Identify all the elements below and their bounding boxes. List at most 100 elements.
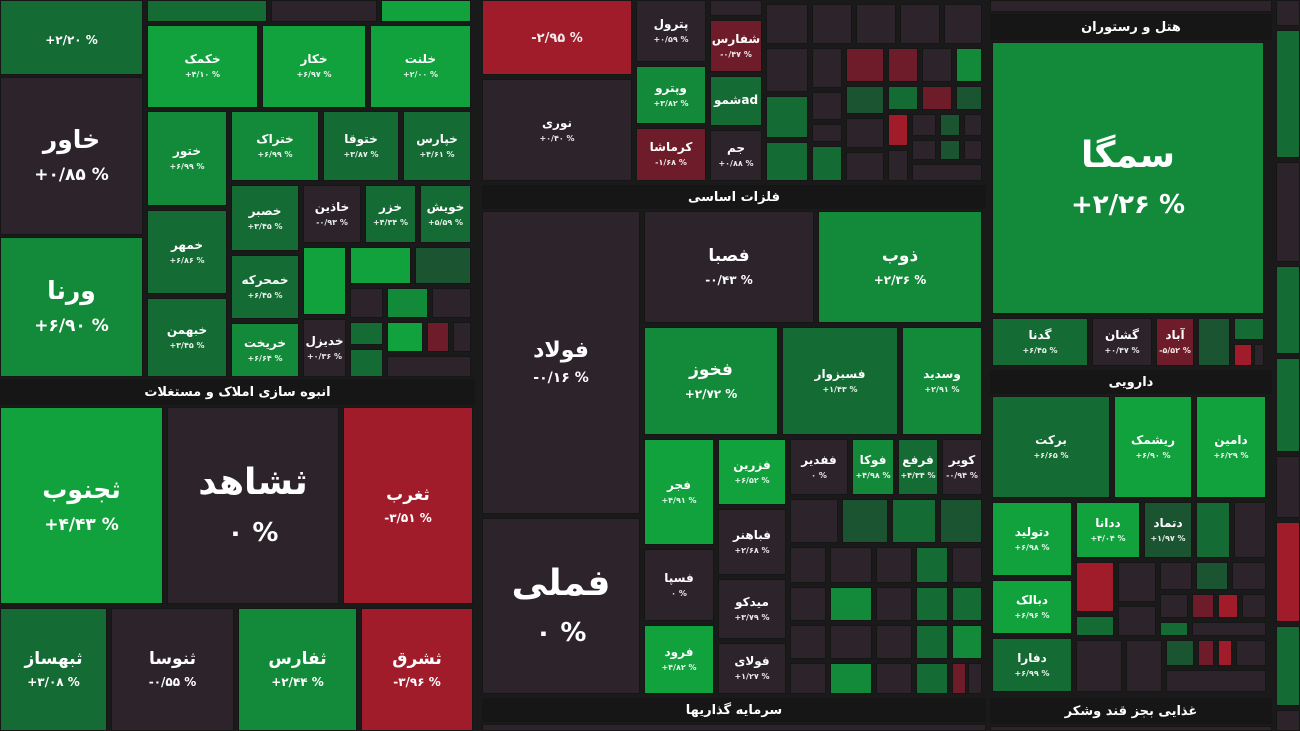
tile-small[interactable] [830, 663, 872, 694]
tile-small[interactable] [350, 247, 411, 284]
tile-sashahed[interactable]: ثشاهد ۰ % [167, 407, 339, 604]
tile-small[interactable] [812, 4, 852, 44]
tile-small[interactable] [1254, 344, 1264, 366]
tile-small[interactable] [1166, 640, 1194, 666]
tile-fazarin[interactable]: فزرین +۶/۵۲ % [718, 439, 786, 505]
tile-edge[interactable] [1276, 162, 1300, 262]
tile-khadizel[interactable]: خدیزل +۰/۳۶ % [303, 319, 346, 377]
tile-small[interactable] [766, 4, 808, 44]
tile-small[interactable] [1118, 606, 1156, 636]
tile-jam[interactable]: جم +۰/۸۸ % [710, 130, 762, 181]
tile-small[interactable] [940, 114, 960, 136]
tile-shomvad[interactable]: شموad [710, 76, 762, 126]
tile-small[interactable] [812, 48, 842, 88]
tile-dadana[interactable]: ددانا +۴/۰۴ % [1076, 502, 1140, 558]
tile-small[interactable] [1218, 594, 1238, 618]
tile-strip[interactable] [271, 0, 377, 22]
tile-kavir[interactable]: کویر -۰/۹۴ % [942, 439, 982, 495]
tile-abad[interactable]: آباد -۵/۵۲ % [1156, 318, 1194, 366]
tile-small[interactable] [830, 625, 872, 659]
tile-small[interactable] [790, 587, 826, 621]
tile-strip[interactable] [381, 0, 471, 22]
tile-edge[interactable] [1276, 266, 1300, 354]
tile-small[interactable] [856, 4, 896, 44]
tile-small[interactable] [427, 322, 449, 352]
tile-small[interactable] [876, 663, 912, 694]
tile-fameli[interactable]: فملی ۰ % [482, 518, 640, 694]
tile-small[interactable] [1166, 670, 1266, 692]
tile-small[interactable] [1234, 344, 1252, 366]
tile-small[interactable] [1160, 562, 1192, 590]
tile-small[interactable] [350, 349, 383, 377]
tile-small[interactable] [952, 547, 982, 583]
tile-small[interactable] [387, 356, 471, 377]
tile-small[interactable] [830, 547, 872, 583]
tile-gadna[interactable]: گدنا +۶/۴۵ % [992, 318, 1088, 366]
tile-small[interactable] [1076, 640, 1122, 692]
tile-strip[interactable] [990, 0, 1272, 12]
tile-khavish[interactable]: خویش +۵/۵۹ % [420, 185, 471, 243]
tile-sabahsaz[interactable]: ثبهساز +۳/۰۸ % [0, 608, 107, 731]
tile-small[interactable] [968, 663, 982, 694]
tile-small[interactable] [1076, 616, 1114, 636]
tile-midco[interactable]: میدکو +۳/۷۹ % [718, 579, 786, 639]
tile-vpetro[interactable]: وپترو +۳/۸۲ % [636, 66, 706, 124]
tile-small[interactable] [766, 142, 808, 181]
tile-small[interactable] [415, 247, 471, 284]
tile-faspa[interactable]: فسپا ۰ % [644, 549, 714, 621]
tile-khamehr[interactable]: خمهر +۶/۸۶ % [147, 210, 227, 294]
tile-small[interactable] [387, 288, 428, 318]
tile-small[interactable] [940, 499, 982, 543]
tile-small[interactable] [1192, 594, 1214, 618]
tile-small[interactable] [916, 625, 948, 659]
tile-fabahonar[interactable]: فباهنر +۲/۶۸ % [718, 509, 786, 575]
tile-sagharb[interactable]: ثغرب -۳/۵۱ % [343, 407, 473, 604]
tile-small[interactable] [432, 288, 471, 318]
tile-small[interactable] [952, 625, 982, 659]
tile-small[interactable] [453, 322, 471, 352]
tile-small[interactable] [812, 124, 842, 142]
tile-small[interactable] [956, 86, 982, 110]
tile-strip[interactable] [990, 726, 1272, 731]
tile-small[interactable] [766, 96, 808, 138]
tile-small[interactable] [846, 48, 884, 82]
tile-top-left[interactable]: +۲/۲۰ % [0, 0, 143, 75]
tile-small[interactable] [1218, 640, 1232, 666]
tile-safars[interactable]: ثفارس +۲/۴۴ % [238, 608, 357, 731]
tile-foolad[interactable]: فولاد -۰/۱۶ % [482, 211, 640, 514]
tile-khakmak[interactable]: خکمک +۴/۱۰ % [147, 25, 258, 108]
tile-fooka[interactable]: فوکا +۴/۹۸ % [852, 439, 894, 495]
tile-datolid[interactable]: دتولید +۶/۹۸ % [992, 502, 1072, 576]
tile-small[interactable] [846, 86, 884, 114]
tile-small[interactable] [710, 0, 762, 16]
tile-fajr[interactable]: فجر +۴/۹۱ % [644, 439, 714, 545]
tile-small[interactable] [912, 114, 936, 136]
tile-fakhooz[interactable]: فخوز +۲/۷۲ % [644, 327, 778, 435]
tile-edge[interactable] [1276, 626, 1300, 706]
tile-petrol[interactable]: پترول +۰/۵۹ % [636, 0, 706, 62]
tile-khrikht[interactable]: خریخت +۶/۶۴ % [231, 323, 299, 377]
tile-small[interactable] [876, 587, 912, 621]
tile-small[interactable] [922, 86, 952, 110]
tile-edge[interactable] [1276, 456, 1300, 518]
tile-small[interactable] [830, 587, 872, 621]
tile-small[interactable] [916, 587, 948, 621]
tile-noori[interactable]: نوری +۰/۴۰ % [482, 79, 632, 181]
tile-small[interactable] [790, 663, 826, 694]
tile-small[interactable] [1126, 640, 1162, 692]
tile-rishmak[interactable]: ریشمک +۶/۹۰ % [1114, 396, 1192, 498]
tile-small[interactable] [876, 547, 912, 583]
tile-khazar[interactable]: خزر +۴/۳۴ % [365, 185, 416, 243]
tile-small[interactable] [964, 114, 982, 136]
tile-small[interactable] [888, 114, 908, 146]
tile-edge[interactable] [1276, 0, 1300, 26]
tile-khakar[interactable]: خکار +۶/۹۷ % [262, 25, 366, 108]
tile-sashargh[interactable]: ثشرق -۳/۹۶ % [361, 608, 473, 731]
tile-small[interactable] [1192, 622, 1266, 636]
tile-small[interactable] [876, 625, 912, 659]
tile-khazin[interactable]: خاذین -۰/۹۳ % [303, 185, 361, 243]
tile-khatrak[interactable]: ختراک +۶/۹۹ % [231, 111, 319, 181]
tile-small[interactable] [387, 322, 423, 352]
tile-small[interactable] [912, 164, 982, 181]
tile-small[interactable] [790, 625, 826, 659]
